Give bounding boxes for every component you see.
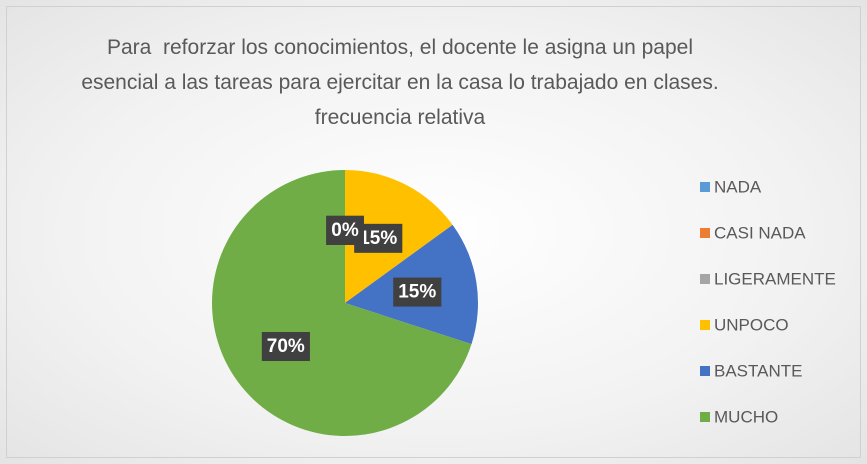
legend-label: LIGERAMENTE	[714, 269, 836, 288]
legend-swatch	[700, 182, 710, 192]
data-label: 15%	[393, 277, 442, 307]
data-label-box	[261, 332, 310, 362]
data-label-text: 15%	[359, 228, 397, 249]
chart-border	[6, 6, 861, 458]
data-label-box	[393, 277, 442, 307]
legend-label: CASI NADA	[714, 223, 806, 242]
legend-swatch	[700, 366, 710, 376]
legend-swatch	[700, 412, 710, 422]
data-label-text: 70%	[267, 336, 305, 357]
legend-label: MUCHO	[714, 407, 778, 426]
legend-label: NADA	[714, 177, 762, 196]
data-label: 70%	[261, 332, 310, 362]
pie-slice	[212, 170, 472, 436]
legend-swatch	[700, 320, 710, 330]
legend-label: BASTANTE	[714, 361, 802, 380]
data-label-text: 15%	[398, 282, 436, 303]
data-label-box	[326, 215, 364, 245]
data-label-text: 0%	[331, 220, 359, 241]
chart-title: Para reforzar los conocimientos, el doce…	[81, 36, 725, 129]
data-label: 0%	[326, 215, 364, 245]
legend-label: UNPOCO	[714, 315, 789, 334]
legend-swatch	[700, 228, 710, 238]
legend-swatch	[700, 274, 710, 284]
